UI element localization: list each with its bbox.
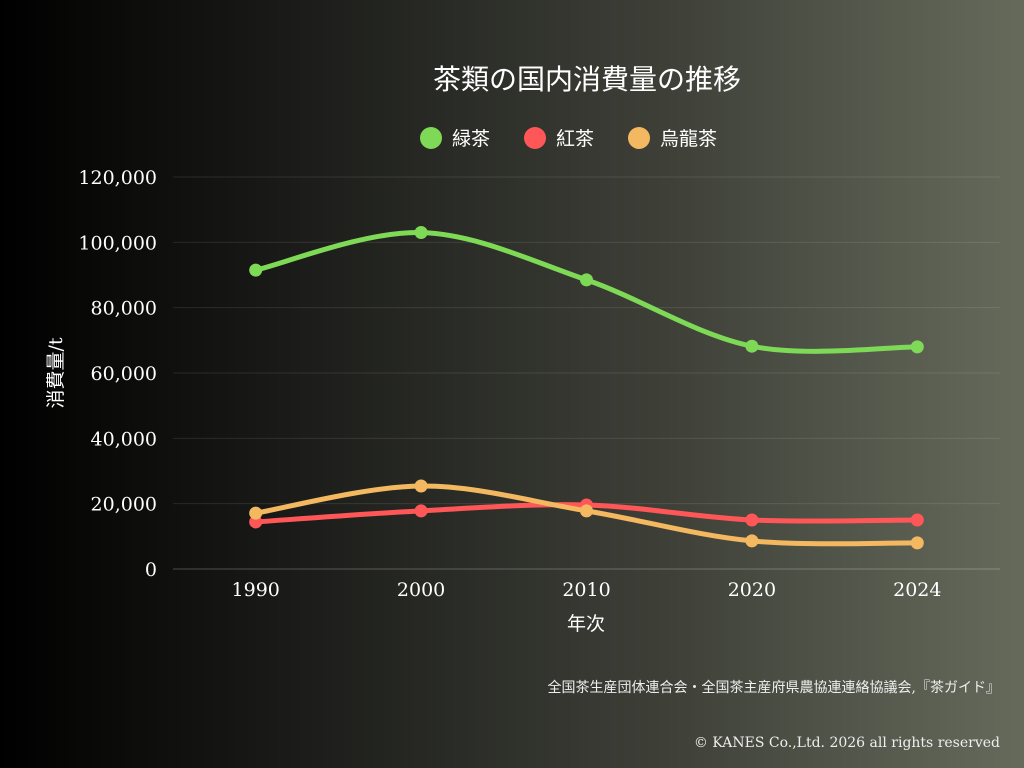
x-tick-label: 2024 bbox=[893, 579, 941, 601]
y-tick-label: 120,000 bbox=[78, 167, 157, 189]
data-point bbox=[414, 504, 428, 518]
legend-label: 緑茶 bbox=[452, 128, 491, 150]
x-tick-label: 2010 bbox=[562, 579, 610, 601]
x-tick-label: 2000 bbox=[397, 579, 445, 601]
data-point bbox=[249, 263, 263, 277]
legend: 緑茶 紅茶 烏龍茶 bbox=[420, 124, 717, 151]
data-point bbox=[745, 534, 759, 548]
y-tick-label: 0 bbox=[145, 559, 157, 581]
data-point bbox=[910, 513, 924, 527]
copyright: © KANES Co.,Ltd. 2026 all rights reserve… bbox=[693, 735, 1000, 751]
data-point bbox=[580, 504, 593, 518]
y-tick-label: 20,000 bbox=[91, 494, 157, 516]
legend-item-black-tea[interactable]: 紅茶 bbox=[524, 124, 594, 151]
legend-marker bbox=[524, 126, 547, 149]
chart-title: 茶類の国内消費量の推移 bbox=[432, 63, 741, 96]
y-axis-label: 消費量/t bbox=[45, 337, 67, 408]
legend-marker bbox=[628, 126, 651, 149]
legend-item-oolong-tea[interactable]: 烏龍茶 bbox=[628, 124, 717, 151]
series-line-0 bbox=[253, 230, 920, 354]
data-point bbox=[910, 536, 924, 550]
y-tick-label: 100,000 bbox=[78, 232, 157, 254]
y-tick-label: 80,000 bbox=[91, 298, 157, 320]
data-point bbox=[414, 479, 428, 493]
legend-label: 烏龍茶 bbox=[660, 128, 718, 150]
x-tick-label: 1990 bbox=[232, 579, 280, 601]
y-tick-label: 60,000 bbox=[91, 363, 157, 385]
data-point bbox=[414, 226, 428, 240]
x-axis-label: 年次 bbox=[567, 613, 605, 635]
data-point bbox=[249, 506, 263, 520]
y-tick-label: 40,000 bbox=[91, 428, 157, 450]
data-point bbox=[745, 513, 759, 527]
data-point bbox=[745, 339, 759, 353]
data-point bbox=[910, 340, 924, 354]
legend-label: 紅茶 bbox=[556, 128, 595, 150]
data-point bbox=[580, 273, 593, 287]
source-note: 全国茶生産団体連合会・全国茶主産府県農協連連絡協議会,『茶ガイド』 bbox=[547, 680, 1000, 696]
x-tick-label: 2020 bbox=[728, 579, 776, 601]
legend-item-green-tea[interactable]: 緑茶 bbox=[420, 124, 490, 151]
legend-marker bbox=[420, 126, 442, 149]
